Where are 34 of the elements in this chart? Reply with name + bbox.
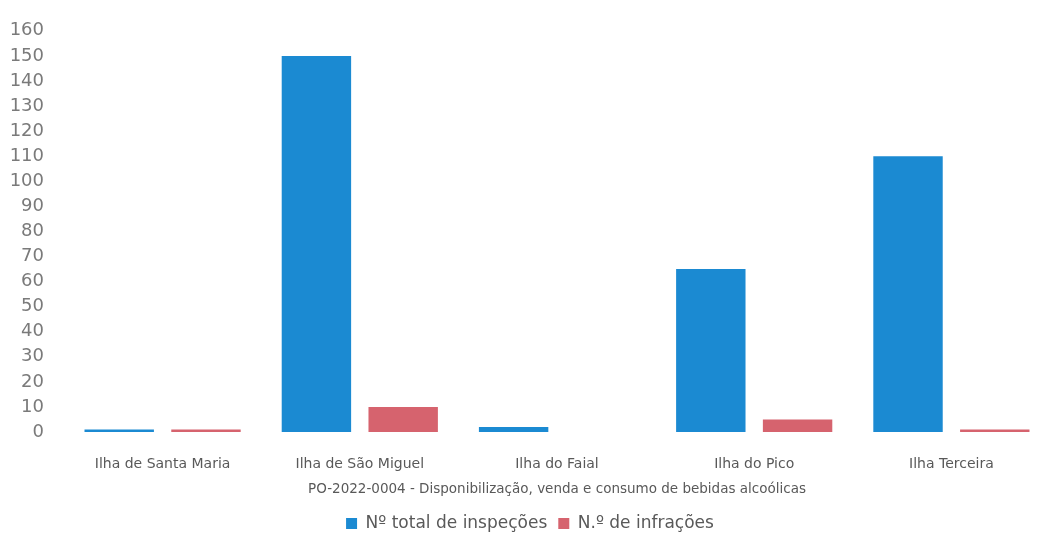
x-tick-label: Ilha de São Miguel <box>295 455 425 472</box>
x-tick-label: Ilha Terceira <box>909 455 994 472</box>
bar <box>171 429 241 432</box>
y-tick-label: 90 <box>21 194 44 215</box>
x-tick-label: Ilha de Santa Maria <box>94 455 231 472</box>
y-tick-label: 30 <box>21 344 44 366</box>
y-tick-label: 0 <box>32 419 44 441</box>
bar <box>281 55 352 432</box>
bar <box>762 419 833 432</box>
bar <box>676 269 746 432</box>
y-tick-label: 70 <box>21 244 44 266</box>
y-tick-label: 110 <box>9 143 44 165</box>
y-tick-label: 10 <box>21 394 44 416</box>
legend-label: N.º de infrações <box>577 511 715 532</box>
x-axis-title: PO-2022-0004 - Disponibilização, venda e consumo de bebidas alcoólicas <box>308 480 806 497</box>
bar <box>478 426 549 432</box>
y-tick-label: 160 <box>9 18 44 40</box>
y-tick-label: 130 <box>9 93 44 115</box>
y-tick-label: 40 <box>21 319 44 341</box>
bar <box>873 156 943 432</box>
y-tick-label: 80 <box>21 219 44 241</box>
legend-label: Nº total de inspeções <box>365 511 548 532</box>
bar <box>960 429 1030 432</box>
y-tick-label: 100 <box>9 168 44 190</box>
y-tick-label: 60 <box>21 269 44 291</box>
y-tick-label: 140 <box>9 68 44 90</box>
bar <box>368 406 438 432</box>
x-tick-label: Ilha do Faial <box>515 455 599 472</box>
bar <box>84 429 154 432</box>
y-tick-label: 20 <box>21 369 44 391</box>
y-tick-label: 50 <box>21 294 44 316</box>
y-tick-label: 120 <box>9 118 44 140</box>
y-tick-label: 150 <box>9 43 44 65</box>
x-tick-label: Ilha do Pico <box>714 455 795 472</box>
